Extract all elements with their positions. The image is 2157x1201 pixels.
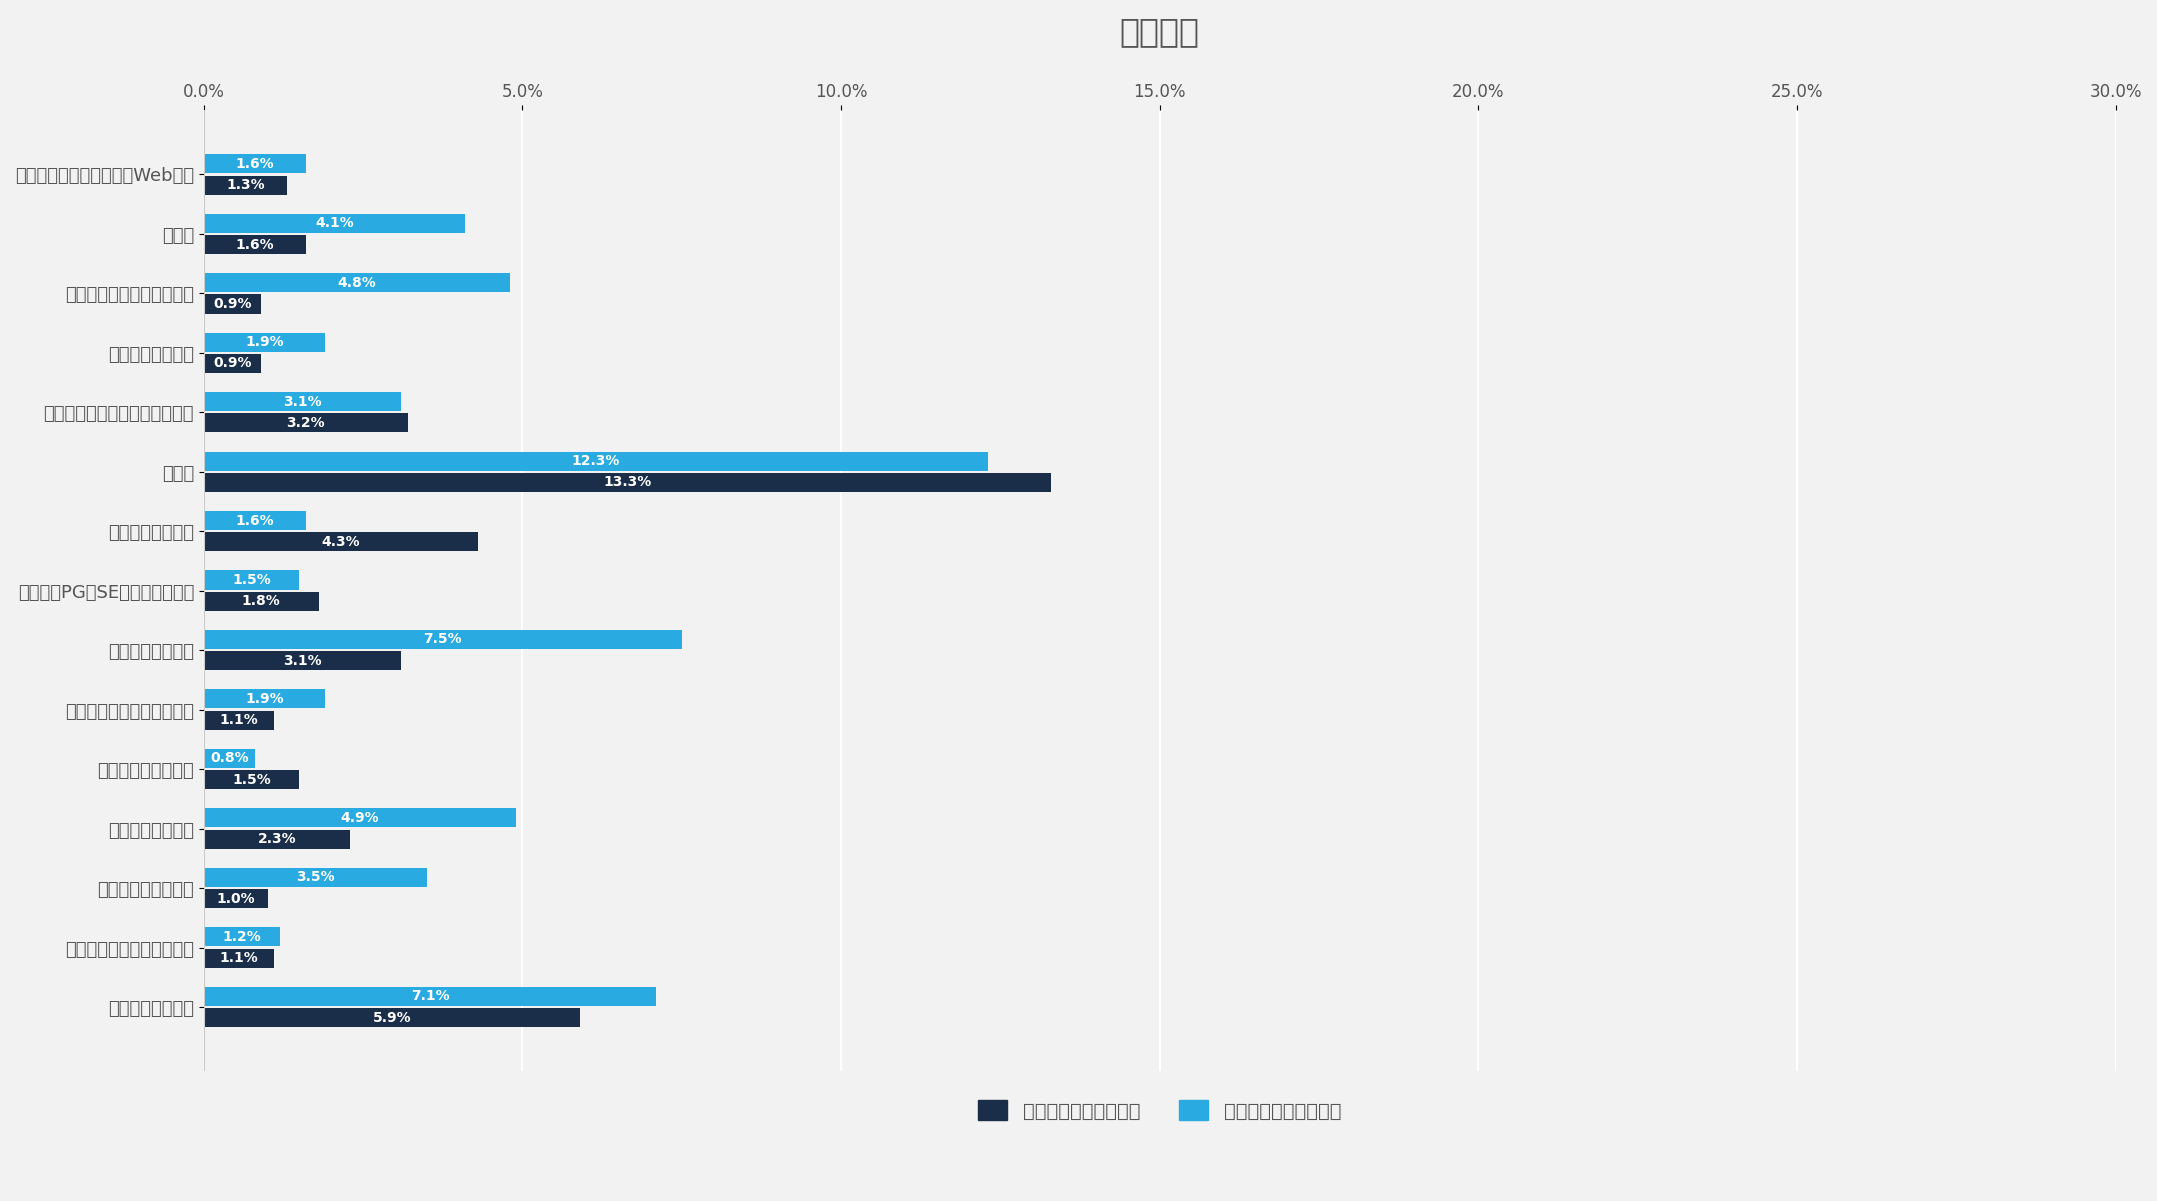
Text: 3.2%: 3.2% [287,416,326,430]
Text: 1.5%: 1.5% [233,772,272,787]
Text: 1.0%: 1.0% [216,892,255,906]
Text: 1.1%: 1.1% [220,951,259,966]
Bar [205,413,408,432]
Text: 1.6%: 1.6% [235,156,274,171]
Text: 0.9%: 0.9% [214,357,252,370]
Text: 1.6%: 1.6% [235,238,274,251]
Bar [205,570,300,590]
Text: 1.2%: 1.2% [222,930,261,944]
Bar [205,235,306,255]
Bar [205,354,261,374]
Bar [205,987,656,1006]
Bar [205,592,319,611]
Text: 3.1%: 3.1% [283,653,321,668]
Bar [205,711,274,730]
Bar [205,392,401,411]
Text: 0.8%: 0.8% [209,752,248,765]
Bar [205,175,287,195]
Title: 経験職種: 経験職種 [1119,14,1199,48]
Bar [205,868,427,886]
Bar [205,333,326,352]
Text: 4.1%: 4.1% [315,216,354,231]
Bar [205,770,300,789]
Legend: マネジメント経験あり, マネジメント経験なし: マネジメント経験あり, マネジメント経験なし [971,1093,1350,1129]
Text: 1.5%: 1.5% [233,573,272,587]
Text: 1.9%: 1.9% [246,692,285,706]
Text: 1.9%: 1.9% [246,335,285,349]
Text: 4.9%: 4.9% [341,811,380,825]
Bar [205,473,1050,492]
Text: 1.3%: 1.3% [226,178,265,192]
Bar [205,689,326,709]
Text: 3.5%: 3.5% [296,871,334,884]
Bar [205,154,306,173]
Bar [205,214,466,233]
Bar [205,273,509,292]
Bar [205,889,267,908]
Bar [205,830,349,849]
Bar [205,808,516,827]
Bar [205,510,306,530]
Bar [205,651,401,670]
Bar [205,532,479,551]
Bar [205,631,682,649]
Text: 1.6%: 1.6% [235,514,274,527]
Text: 4.8%: 4.8% [336,275,375,289]
Bar [205,749,255,767]
Text: 0.9%: 0.9% [214,297,252,311]
Bar [205,949,274,968]
Bar [205,452,988,471]
Text: 2.3%: 2.3% [259,832,296,847]
Bar [205,294,261,313]
Bar [205,927,280,946]
Text: 12.3%: 12.3% [572,454,619,468]
Text: 3.1%: 3.1% [283,395,321,408]
Text: 7.1%: 7.1% [410,990,449,1003]
Text: 1.8%: 1.8% [242,594,280,609]
Text: 4.3%: 4.3% [321,534,360,549]
Text: 13.3%: 13.3% [604,476,651,490]
Text: 5.9%: 5.9% [373,1011,412,1024]
Text: 7.5%: 7.5% [423,633,462,646]
Text: 1.1%: 1.1% [220,713,259,728]
Bar [205,1009,580,1027]
